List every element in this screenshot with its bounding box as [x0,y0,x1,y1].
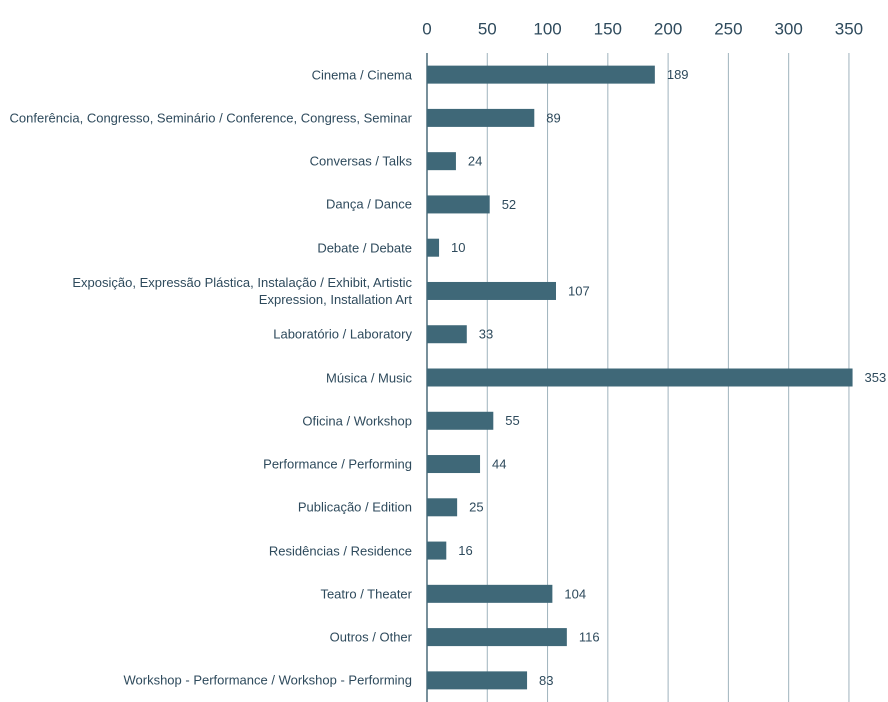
bar [427,65,655,84]
x-tick-label: 250 [714,19,742,38]
y-tick-label: Conversas / Talks [309,153,412,169]
y-tick-label: Oficina / Workshop [302,413,412,429]
x-tick-label: 200 [654,19,682,38]
x-tick-label: 150 [594,19,622,38]
bar [427,498,458,517]
bar [427,541,447,560]
x-tick-label: 300 [774,19,802,38]
value-label: 189 [667,67,689,82]
value-label: 10 [451,240,465,255]
y-tick-label: Residências / Residence [268,543,412,559]
bar [427,584,553,603]
x-tick-label: 350 [835,19,863,38]
value-label: 24 [468,154,482,169]
bar [427,411,494,430]
value-label: 55 [505,413,519,428]
y-tick-label: Debate / Debate [317,240,412,256]
value-label: 16 [458,543,472,558]
y-tick-label: Exposição, Expressão Plástica, Instalaçã… [72,274,412,307]
bar [427,325,467,344]
y-tick-label: Outros / Other [329,629,412,645]
value-label: 107 [568,283,590,298]
x-tick-label: 50 [478,19,497,38]
value-label: 33 [479,327,493,342]
y-tick-label: Conferência, Congresso, Seminário / Conf… [9,110,412,126]
bar [427,195,490,214]
bar [427,281,556,300]
y-tick-label: Teatro / Theater [320,586,412,602]
value-label: 52 [502,197,516,212]
y-tick-label: Performance / Performing [263,456,412,472]
value-label: 44 [492,456,506,471]
bar [427,628,567,647]
value-label: 83 [539,673,553,688]
bar [427,455,481,474]
value-label: 116 [579,630,600,645]
value-label: 353 [865,370,887,385]
y-tick-label: Dança / Dance [326,196,412,212]
bar [427,108,535,127]
value-label: 104 [564,586,586,601]
x-tick-label: 100 [533,19,561,38]
y-tick-label: Publicação / Edition [297,499,412,515]
bar [427,671,528,690]
value-label: 89 [546,110,560,125]
y-tick-label: Laboratório / Laboratory [273,326,412,342]
y-tick-label: Cinema / Cinema [311,67,412,83]
value-label: 25 [469,500,483,515]
y-tick-label: Música / Music [326,370,412,385]
bar [427,368,853,387]
bar [427,152,456,171]
bar [427,238,440,257]
y-tick-label: Workshop - Performance / Workshop - Perf… [123,672,412,688]
x-tick-label: 0 [422,19,431,38]
